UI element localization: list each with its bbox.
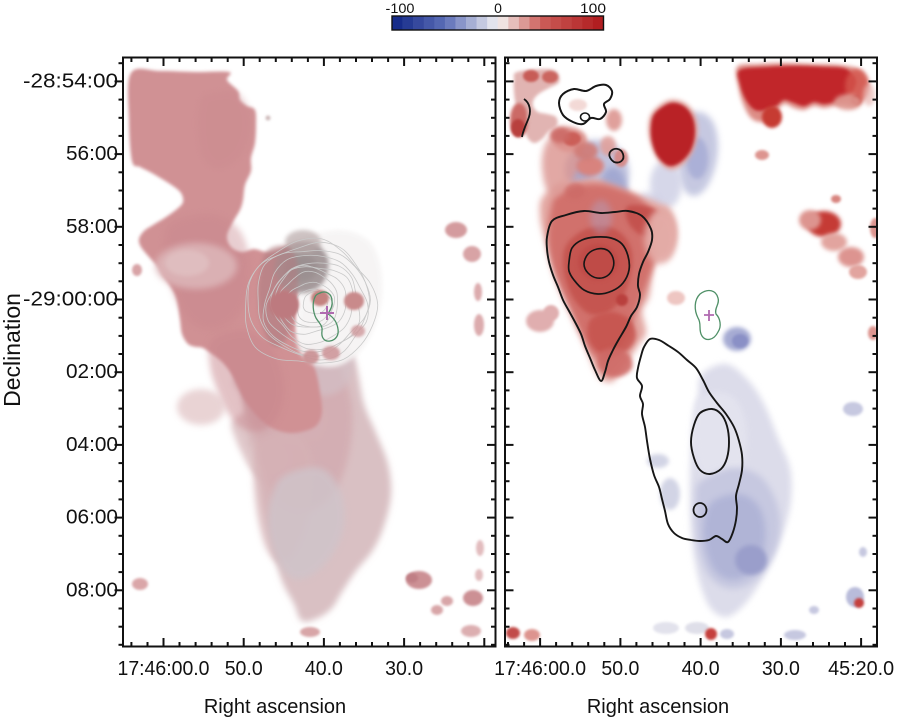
svg-text:50.0: 50.0 bbox=[601, 658, 639, 680]
svg-text:40.0: 40.0 bbox=[682, 658, 720, 680]
svg-text:Declination: Declination bbox=[0, 293, 25, 407]
svg-text:17:46:00.0: 17:46:00.0 bbox=[494, 658, 586, 680]
svg-text:02:00: 02:00 bbox=[66, 361, 118, 383]
svg-text:40.0: 40.0 bbox=[305, 658, 343, 680]
svg-text:-29:00:00: -29:00:00 bbox=[23, 289, 118, 311]
svg-text:-28:54:00: -28:54:00 bbox=[23, 70, 118, 92]
svg-text:30.0: 30.0 bbox=[762, 658, 800, 680]
svg-text:50.0: 50.0 bbox=[225, 658, 263, 680]
svg-text:100: 100 bbox=[580, 0, 606, 16]
svg-text:Right ascension: Right ascension bbox=[587, 696, 729, 718]
svg-text:Right ascension: Right ascension bbox=[204, 696, 346, 718]
svg-text:08:00: 08:00 bbox=[66, 579, 118, 601]
svg-text:45:20.0: 45:20.0 bbox=[828, 658, 894, 680]
svg-text:04:00: 04:00 bbox=[66, 434, 118, 456]
svg-text:0: 0 bbox=[494, 0, 502, 16]
svg-text:58:00: 58:00 bbox=[66, 216, 118, 238]
svg-text:30.0: 30.0 bbox=[385, 658, 423, 680]
svg-text:06:00: 06:00 bbox=[66, 507, 118, 529]
svg-text:17:46:00.0: 17:46:00.0 bbox=[118, 658, 210, 680]
svg-text:-100: -100 bbox=[386, 0, 415, 16]
svg-text:56:00: 56:00 bbox=[66, 143, 118, 165]
